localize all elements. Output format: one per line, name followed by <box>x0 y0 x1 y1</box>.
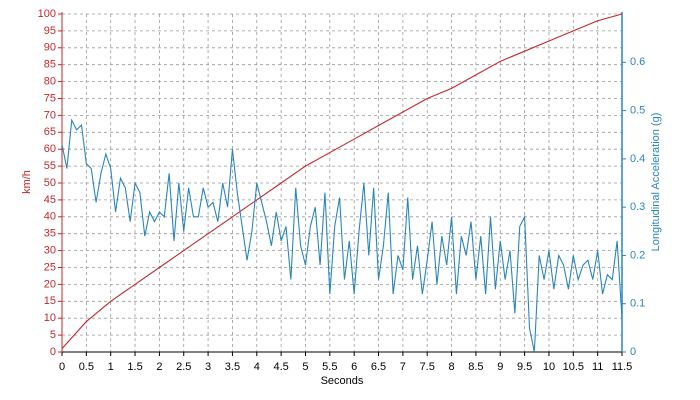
x-tick-label: 11 <box>592 361 603 373</box>
y-tick-label: 70 <box>44 109 56 121</box>
x-tick-label: 4 <box>254 361 260 373</box>
y-tick-label: 65 <box>44 126 56 138</box>
y-tick-label: 5 <box>50 329 56 341</box>
x-tick-label: 0.5 <box>79 361 94 373</box>
x-tick-label: 5.5 <box>322 361 337 373</box>
x-tick-label: 9.5 <box>517 361 532 373</box>
y-tick-label: 60 <box>44 143 56 155</box>
series-line <box>61 118 623 353</box>
y2-tick-label: 0.3 <box>630 201 645 213</box>
x-tick-label: 2 <box>156 361 162 373</box>
x-tick-label: 9 <box>497 361 503 373</box>
y-tick-label: 45 <box>44 194 56 206</box>
y-tick-label: 80 <box>44 76 56 88</box>
y-tick-label: 75 <box>44 92 56 104</box>
y2-tick-label: 0.5 <box>630 104 645 116</box>
y-tick-label: 0 <box>50 346 56 358</box>
x-tick-label: 5 <box>302 361 308 373</box>
x-tick-label: 7.5 <box>420 361 435 373</box>
y-tick-label: 100 <box>38 8 56 20</box>
y-tick-label: 15 <box>44 295 56 307</box>
y-tick-label: 35 <box>44 228 56 240</box>
x-tick-label: 6.5 <box>371 361 386 373</box>
y2-tick-label: 0.4 <box>630 153 645 165</box>
y-tick-label: 20 <box>44 278 56 290</box>
x-tick-label: 4.5 <box>273 361 288 373</box>
y-tick-label: 25 <box>44 261 56 273</box>
y-tick-label: 50 <box>44 177 56 189</box>
x-tick-label: 7 <box>400 361 406 373</box>
x-tick-label: 3.5 <box>225 361 240 373</box>
y-axis-label: km/h <box>21 170 33 194</box>
y2-tick-label: 0.2 <box>630 249 645 261</box>
x-tick-label: 0 <box>59 361 65 373</box>
x-tick-label: 1 <box>108 361 114 373</box>
y2-tick-label: 0.6 <box>630 56 645 68</box>
x-tick-label: 11.5 <box>612 361 633 373</box>
y2-tick-label: 0 <box>630 346 636 358</box>
x-tick-label: 3 <box>205 361 211 373</box>
x-tick-label: 10.5 <box>563 361 584 373</box>
x-tick-label: 8 <box>449 361 455 373</box>
x-tick-label: 6 <box>351 361 357 373</box>
x-tick-label: 8.5 <box>468 361 483 373</box>
x-axis-label: Seconds <box>321 375 364 387</box>
y-tick-label: 90 <box>44 42 56 54</box>
y2-axis-label: Longitudinal Acceleration (g) <box>650 113 662 252</box>
y-tick-label: 85 <box>44 59 56 71</box>
y-tick-label: 10 <box>44 312 56 324</box>
y-tick-label: 55 <box>44 160 56 172</box>
y-tick-label: 30 <box>44 245 56 257</box>
y-tick-label: 40 <box>44 211 56 223</box>
x-tick-label: 2.5 <box>176 361 191 373</box>
series-line <box>61 13 623 349</box>
y-tick-label: 95 <box>44 25 56 37</box>
x-tick-label: 1.5 <box>127 361 142 373</box>
y2-tick-label: 0.1 <box>630 298 645 310</box>
x-tick-label: 10 <box>543 361 555 373</box>
